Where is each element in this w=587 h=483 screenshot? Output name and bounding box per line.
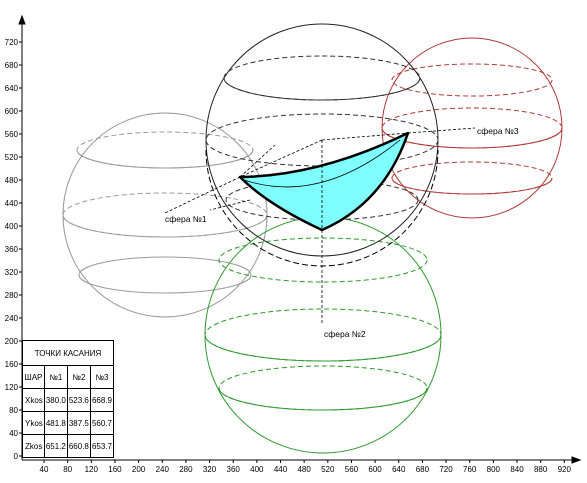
x-tick-label: 520 xyxy=(321,465,335,474)
table-header-cell: ШАР xyxy=(22,365,45,389)
table-row: Xkos 380.0 523.6 668.9 xyxy=(22,388,115,412)
y-ticks: 0 40 80 120 160 200 240 280 320 360 400 440 480 520 56… xyxy=(5,38,22,461)
sphere-2-lower-latitude-front xyxy=(218,387,428,411)
x-tick-label: 280 xyxy=(179,465,193,474)
table-title: ТОЧКИ КАСАНИЯ xyxy=(22,340,114,366)
table-cell: 560.7 xyxy=(89,411,115,435)
y-tick-label: 400 xyxy=(5,222,19,231)
x-tick-label: 160 xyxy=(108,465,122,474)
x-tick-label: 440 xyxy=(274,465,288,474)
sphere-3-top-latitude xyxy=(391,63,553,97)
y-axis-arrow xyxy=(18,14,26,25)
table-header-row: ШАР №1 №2 №3 xyxy=(22,365,115,389)
x-tick-label: 400 xyxy=(250,465,264,474)
x-tick-label: 40 xyxy=(40,465,49,474)
y-tick-label: 720 xyxy=(5,38,19,47)
sphere-3-equator-front xyxy=(381,127,563,149)
table-header-cell: №3 xyxy=(89,365,115,389)
sphere-2-top-latitude xyxy=(218,237,428,283)
x-tick-label: 920 xyxy=(558,465,572,474)
y-tick-label: 240 xyxy=(5,314,19,323)
x-tick-label: 640 xyxy=(392,465,406,474)
sphere-2-label: сфера №2 xyxy=(324,329,366,339)
table-cell: 387.5 xyxy=(66,411,91,435)
sphere-1-lower-latitude xyxy=(78,256,252,294)
y-tick-label: 600 xyxy=(5,107,19,116)
contact-points-table: ТОЧКИ КАСАНИЯ ШАР №1 №2 №3 Xkos 380.0 52… xyxy=(22,340,115,458)
x-tick-label: 680 xyxy=(416,465,430,474)
sphere-2 xyxy=(204,216,442,454)
table-row: Zkos 651.2 660.8 653.7 xyxy=(22,434,115,458)
y-tick-label: 520 xyxy=(5,153,19,162)
sphere-1-upper-latitude-front xyxy=(76,149,254,169)
table-title-row: ТОЧКИ КАСАНИЯ xyxy=(22,340,114,366)
y-tick-label: 480 xyxy=(5,176,19,185)
table-row-label: Ykos xyxy=(22,411,45,435)
y-tick-label: 40 xyxy=(9,429,18,438)
x-tick-label: 720 xyxy=(439,465,453,474)
central-sphere-lower-latitude xyxy=(225,179,419,221)
x-tick-label: 600 xyxy=(368,465,382,474)
x-tick-label: 80 xyxy=(63,465,72,474)
sphere-3-label: сфера №3 xyxy=(477,126,519,136)
leader-edge-lower xyxy=(209,199,251,211)
y-tick-label: 320 xyxy=(5,268,19,277)
table-cell: 523.6 xyxy=(66,388,91,412)
table-cell: 660.8 xyxy=(66,434,91,458)
x-tick-label: 560 xyxy=(345,465,359,474)
table-header-cell: №2 xyxy=(66,365,91,389)
table-cell: 481.8 xyxy=(43,411,68,435)
y-tick-label: 680 xyxy=(5,61,19,70)
table-header-cell: №1 xyxy=(43,365,68,389)
sphere-3 xyxy=(381,37,563,219)
y-tick-label: 0 xyxy=(14,452,19,461)
y-tick-label: 160 xyxy=(5,360,19,369)
x-tick-label: 480 xyxy=(297,465,311,474)
x-tick-label: 880 xyxy=(534,465,548,474)
table-row-label: Xkos xyxy=(22,388,45,412)
sphere-1 xyxy=(62,112,268,318)
leader-center-to-sphere3 xyxy=(321,132,409,141)
sphere-2-outline xyxy=(204,216,442,454)
sphere-3-lower-latitude-front xyxy=(391,177,553,195)
x-tick-label: 320 xyxy=(203,465,217,474)
sphere-3-outline xyxy=(381,37,563,219)
y-tick-label: 360 xyxy=(5,245,19,254)
x-tick-label: 240 xyxy=(156,465,170,474)
x-tick-label: 840 xyxy=(510,465,524,474)
table-row: Ykos 481.8 387.5 560.7 xyxy=(22,411,115,435)
table-cell: 380.0 xyxy=(43,388,68,412)
x-axis-arrow xyxy=(571,456,582,464)
y-tick-label: 560 xyxy=(5,130,19,139)
y-tick-label: 280 xyxy=(5,291,19,300)
sphere-1-equator-front xyxy=(62,214,268,238)
x-ticks: 40 80 120 160 200 240 280 320 360 400 440 480 520 560… xyxy=(40,460,572,474)
leader-lines xyxy=(164,127,476,325)
central-sphere-top-latitude-front xyxy=(223,77,421,101)
x-tick-label: 120 xyxy=(85,465,99,474)
y-tick-label: 120 xyxy=(5,383,19,392)
x-tick-label: 200 xyxy=(132,465,146,474)
table-cell: 653.7 xyxy=(89,434,115,458)
y-tick-label: 80 xyxy=(9,406,18,415)
table-row-label: Zkos xyxy=(22,434,45,458)
leader-sphere1-callout xyxy=(164,176,241,214)
y-tick-label: 200 xyxy=(5,337,19,346)
sphere-2-equator-front xyxy=(204,334,442,362)
tangency-region-inner-arc xyxy=(243,139,401,188)
y-tick-label: 440 xyxy=(5,199,19,208)
table-cell: 668.9 xyxy=(89,388,115,412)
x-tick-label: 360 xyxy=(227,465,241,474)
table-cell: 651.2 xyxy=(43,434,68,458)
y-tick-label: 640 xyxy=(5,84,19,93)
x-tick-label: 800 xyxy=(487,465,501,474)
sphere-1-label: сфера №1 xyxy=(165,214,207,224)
leader-edge-upper xyxy=(239,144,276,178)
leader-sphere3-callout xyxy=(407,127,476,134)
x-tick-label: 760 xyxy=(463,465,477,474)
